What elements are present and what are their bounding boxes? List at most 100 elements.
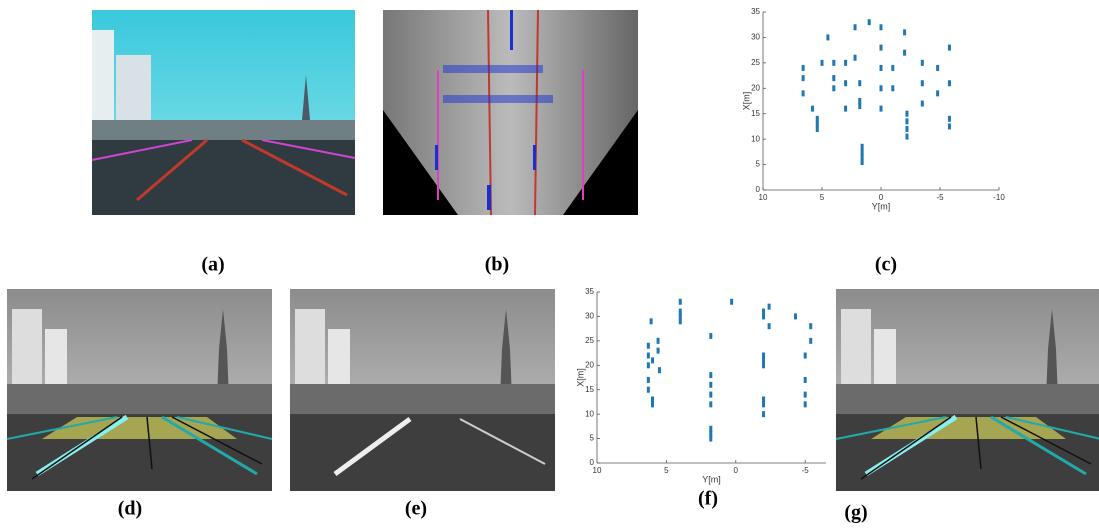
scatter-point	[815, 120, 819, 127]
scatter-point	[947, 44, 951, 51]
scatter-point	[656, 347, 660, 354]
scatter-point	[844, 80, 848, 87]
y-tick-label: 15	[585, 385, 594, 394]
scatter-point	[809, 337, 813, 344]
y-axis-label: X[m]	[575, 368, 585, 387]
scatter-point	[762, 357, 766, 364]
scatter-point	[646, 342, 650, 349]
scatter-point	[709, 391, 713, 398]
scatter-point	[879, 44, 883, 51]
scatter-point	[709, 401, 713, 408]
x-tick-label: -5	[936, 193, 944, 202]
scatter-point	[651, 357, 655, 364]
scatter-point	[801, 90, 805, 97]
scatter-point	[947, 115, 951, 122]
x-axis-label: Y[m]	[702, 474, 721, 484]
panel-label: (a)	[201, 254, 224, 276]
scatter-point	[646, 386, 650, 393]
x-tick-label: 10	[759, 193, 768, 202]
y-tick-label: 35	[751, 7, 760, 16]
scatter-point	[879, 64, 883, 71]
scatter-point	[858, 98, 862, 104]
scatter-point	[709, 372, 713, 379]
panel-label: (d)	[118, 498, 142, 520]
y-tick-label: 5	[756, 160, 761, 169]
scatter-point	[709, 332, 713, 339]
scatter-point	[815, 115, 819, 122]
scatter-point	[936, 64, 940, 71]
scatter-point	[801, 75, 805, 82]
y-tick-label: 30	[585, 312, 594, 321]
scatter-point	[730, 298, 734, 305]
scatter-point	[858, 103, 862, 110]
x-tick-label: 10	[593, 466, 602, 475]
scatter-point	[860, 153, 864, 160]
bird-eye-image	[383, 9, 638, 216]
y-tick-label: 0	[756, 185, 761, 194]
scatter-point	[905, 125, 909, 132]
scatter-point	[905, 110, 909, 117]
scatter-point	[762, 308, 766, 315]
y-tick-label: 10	[751, 134, 760, 143]
scatter-point	[678, 313, 682, 320]
scatter-point	[801, 64, 805, 71]
scatter-point	[811, 105, 815, 112]
scatter-point	[767, 323, 771, 330]
scatter-point	[803, 401, 807, 408]
scatter-point	[646, 362, 650, 369]
scatter-point	[809, 323, 813, 330]
scatter-point	[656, 337, 660, 344]
y-tick-label: 30	[751, 33, 760, 42]
scatter-point	[920, 100, 924, 107]
scatter-point	[820, 59, 824, 66]
scatter-point	[858, 80, 862, 87]
grayscale-image	[290, 289, 555, 491]
scatter-point	[803, 352, 807, 359]
scatter-point	[657, 367, 661, 374]
y-tick-label: 0	[590, 458, 595, 467]
x-tick-label: 0	[734, 466, 739, 475]
y-tick-label: 35	[585, 287, 594, 296]
scatter-point	[853, 54, 857, 61]
scatter-point	[709, 435, 713, 442]
scatter-point	[803, 391, 807, 398]
y-tick-label: 25	[751, 58, 760, 67]
scatter-point	[936, 90, 940, 97]
scatter-point	[709, 425, 713, 432]
scatter-point	[905, 118, 909, 125]
scatter-point	[762, 313, 766, 320]
scatter-point	[651, 396, 655, 403]
scatter-point	[651, 401, 655, 408]
scatter-point	[646, 352, 650, 359]
scatter-point	[860, 148, 864, 155]
scatter-point	[678, 318, 682, 325]
scatter-point	[891, 64, 895, 71]
scatter-point	[832, 75, 836, 82]
scatter-point	[793, 313, 797, 320]
x-axis-label: Y[m]	[872, 201, 891, 211]
y-tick-label: 20	[585, 360, 594, 369]
scatter-point	[903, 49, 907, 56]
scatter-point	[832, 59, 836, 66]
scatter-point	[947, 80, 951, 87]
scatter-point	[920, 80, 924, 87]
scatter-point	[867, 19, 871, 26]
x-tick-label: -5	[802, 466, 810, 475]
y-tick-label: 5	[590, 434, 595, 443]
x-tick-label: 5	[820, 193, 825, 202]
scatter-point	[762, 411, 766, 418]
scatter-point	[762, 401, 766, 408]
y-tick-label: 20	[751, 83, 760, 92]
scatter-point	[832, 85, 836, 92]
scatter-point	[879, 24, 883, 31]
scatter-point	[860, 159, 864, 166]
y-tick-label: 25	[585, 336, 594, 345]
scatter-point	[803, 376, 807, 383]
panel-label: (f)	[698, 488, 718, 510]
x-tick-label: 0	[879, 193, 884, 202]
scatter-point	[762, 352, 766, 359]
scatter-point	[860, 143, 864, 150]
x-tick-label: 5	[664, 466, 669, 475]
scatter-point	[844, 105, 848, 112]
